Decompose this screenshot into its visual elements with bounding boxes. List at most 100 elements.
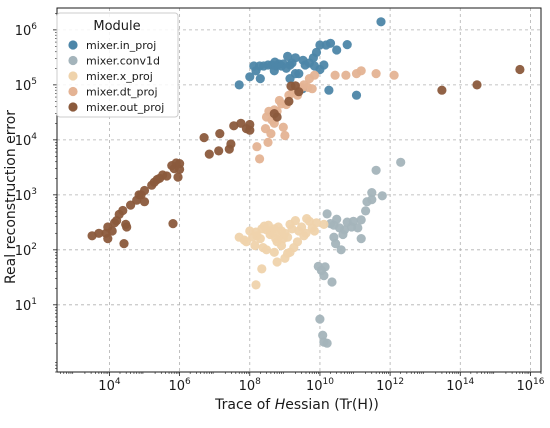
data-point [255,74,265,84]
data-point [255,154,265,164]
data-point [162,171,172,181]
data-point [389,70,399,80]
data-point [322,209,332,219]
x-axis-label: Trace of Hessian (Tr(H)) [214,397,379,413]
data-point [139,197,150,207]
legend-marker [68,55,78,66]
data-point [338,229,348,240]
y-tick-label: 104 [15,132,38,149]
y-tick-label: 106 [15,22,38,39]
data-point [126,200,136,210]
data-point [255,234,265,244]
series-mixer-out-proj [87,64,525,249]
legend-marker [68,102,78,112]
data-point [515,64,525,75]
legend-label: mixer.x_proj [86,70,153,83]
data-point [229,121,239,131]
data-point [278,122,288,132]
legend: Module mixer.in_proj mixer.conv1d mixer.x_… [56,12,179,118]
data-point [284,96,294,106]
data-point [309,70,320,80]
data-point [376,17,386,27]
series-mixer-x-proj [234,214,329,290]
x-tick-label: 1010 [306,377,334,394]
data-point [336,245,346,255]
x-axis-ticks: 104 106 108 1010 1012 1014 1016 [60,372,545,394]
legend-label: mixer.conv1d [86,55,160,68]
legend-label: mixer.out_proj [86,101,164,114]
data-point [367,195,377,205]
data-point [283,51,293,62]
data-point [311,218,322,228]
data-point [322,338,332,348]
data-point [269,109,279,119]
data-point [245,119,255,130]
data-point [315,64,325,75]
data-point [280,253,290,263]
data-point [371,69,381,79]
data-point [327,277,337,287]
data-point [199,133,209,143]
data-point [290,53,300,63]
data-point [204,149,214,159]
data-point [309,226,320,236]
data-point [250,240,260,251]
series-mixer-dt-proj [252,66,399,164]
data-point [371,165,381,175]
data-point [324,85,334,95]
data-point [139,185,150,196]
data-point [356,66,366,76]
data-point [396,157,406,167]
legend-title: Module [93,19,140,34]
x-tick-label: 1012 [376,377,404,394]
data-point [257,264,267,274]
data-point [301,228,311,238]
data-point [119,239,129,249]
data-point [226,139,236,149]
data-point [332,214,342,224]
data-point [122,222,132,232]
data-point [290,69,300,79]
data-point [290,216,300,226]
series-mixer-in-proj [234,17,386,100]
legend-label: mixer.in_proj [86,39,156,52]
data-point [234,80,244,90]
data-point [325,38,336,48]
y-axis-ticks: 101 102 103 104 105 106 [15,13,57,373]
data-points [87,17,525,348]
data-point [361,206,371,216]
data-point [319,219,329,229]
data-point [318,330,328,340]
data-point [356,234,366,244]
y-tick-label: 103 [15,187,37,204]
data-point [245,72,255,82]
legend-marker [68,40,78,50]
data-point [272,257,282,267]
data-point [103,234,113,244]
data-point [331,239,341,249]
data-point [269,247,279,257]
x-tick-label: 104 [98,377,121,394]
data-point [437,85,447,95]
data-point [316,265,326,276]
legend-box [56,12,179,118]
data-point [214,146,224,156]
data-point [307,84,317,94]
data-point [315,314,325,324]
data-point [251,66,261,76]
data-point [276,240,287,251]
data-point [367,188,377,198]
data-point [107,226,117,236]
data-point [173,172,183,182]
data-point [261,245,272,255]
data-point [353,223,363,233]
data-point [281,63,291,73]
y-tick-label: 105 [15,77,37,94]
data-point [342,40,352,50]
data-point [283,232,293,242]
data-point [94,228,104,238]
data-point [356,215,366,225]
data-point [341,70,351,80]
data-point [348,216,358,226]
